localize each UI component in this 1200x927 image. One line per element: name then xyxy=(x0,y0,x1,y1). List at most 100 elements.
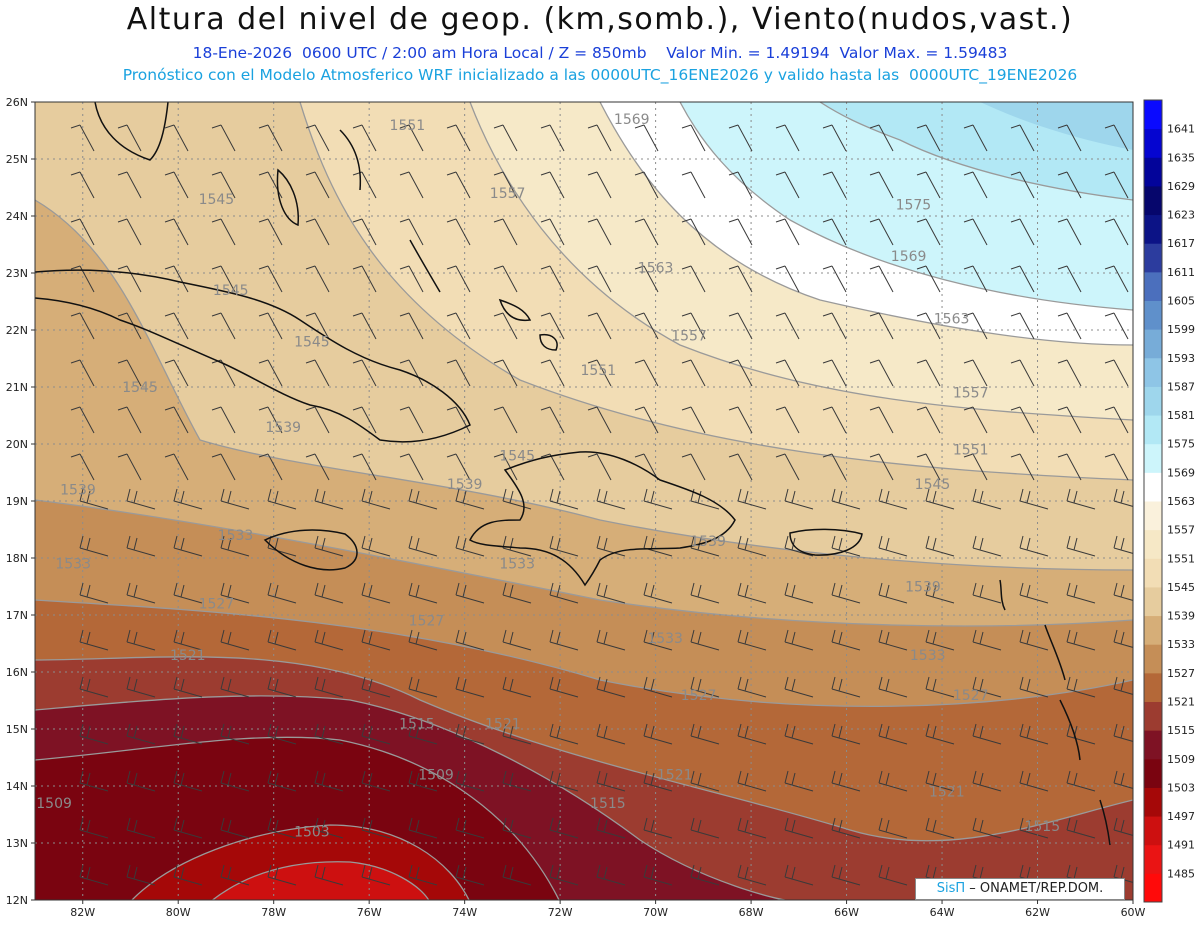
latitude-tick-label: 17N xyxy=(6,609,28,622)
wind-barb xyxy=(775,453,800,481)
wind-barb xyxy=(681,359,706,387)
wind-barb xyxy=(220,582,250,604)
wind-barb xyxy=(1010,406,1035,434)
wind-barb xyxy=(117,218,142,246)
contour-label: 1569 xyxy=(614,112,650,128)
wind-barb xyxy=(164,218,189,246)
wind-barb xyxy=(596,535,626,557)
hispaniola-coastline xyxy=(469,451,736,587)
wind-barb xyxy=(117,171,142,199)
wind-barb xyxy=(117,359,142,387)
wind-barb xyxy=(540,312,565,340)
wind-barb xyxy=(784,864,814,886)
wind-barb xyxy=(690,582,720,604)
wind-barb xyxy=(267,864,297,886)
wind-barb xyxy=(775,218,800,246)
latitude-tick-label: 16N xyxy=(6,666,28,679)
wind-barb xyxy=(916,171,941,199)
colorbar-tick-label: 1563 xyxy=(1167,495,1195,508)
wind-barb xyxy=(399,218,424,246)
wind-barb xyxy=(314,770,344,792)
wind-barb xyxy=(822,218,847,246)
wind-barb xyxy=(164,312,189,340)
contour-label: 1545 xyxy=(499,448,535,464)
wind-barb xyxy=(869,406,894,434)
latitude-tick-label: 18N xyxy=(6,552,28,565)
great-inagua-coastline xyxy=(498,298,532,322)
wind-barb xyxy=(972,770,1002,792)
wind-barb xyxy=(1113,582,1133,601)
colorbar-tick-label: 1629 xyxy=(1167,180,1195,193)
contour-label: 1557 xyxy=(671,329,707,345)
longitude-tick-label: 70W xyxy=(643,906,668,919)
wind-barb xyxy=(587,218,612,246)
wind-barb xyxy=(1057,453,1082,481)
wind-barb xyxy=(173,676,203,698)
contour-label: 1575 xyxy=(896,198,932,214)
contour-label: 1521 xyxy=(485,716,521,732)
wind-barb xyxy=(455,629,485,651)
colorbar-tick-label: 1491 xyxy=(1167,839,1195,852)
wind-barb xyxy=(493,124,518,152)
credit-org: – ONAMET/REP.DOM. xyxy=(969,881,1104,896)
colorbar-swatch xyxy=(1144,644,1162,674)
wind-barb xyxy=(540,265,565,293)
latitude-tick-label: 24N xyxy=(6,210,28,223)
wind-barb xyxy=(164,124,189,152)
longitude-tick-label: 68W xyxy=(739,906,764,919)
jamaica-coastline xyxy=(263,529,358,571)
wind-barb xyxy=(1019,488,1049,510)
wind-barb xyxy=(925,535,955,557)
wind-barb xyxy=(361,535,391,557)
wind-barb xyxy=(164,171,189,199)
wind-barb xyxy=(737,488,767,510)
wind-barb xyxy=(446,218,471,246)
wind-barb xyxy=(549,770,579,792)
wind-barb xyxy=(258,453,283,481)
colorbar-swatch xyxy=(1144,730,1162,760)
wind-barb xyxy=(352,406,377,434)
wind-barb xyxy=(728,453,753,481)
wind-barb xyxy=(587,124,612,152)
wind-barb xyxy=(784,488,814,510)
wind-barb xyxy=(258,406,283,434)
wind-barb xyxy=(681,406,706,434)
wind-barb xyxy=(1113,770,1133,789)
wind-barb xyxy=(596,723,626,745)
wind-barb xyxy=(634,265,659,293)
contour-label: 1551 xyxy=(390,118,426,134)
wind-barb xyxy=(79,770,109,792)
colorbar-swatch xyxy=(1144,873,1162,903)
wind-barb xyxy=(211,312,236,340)
wind-barb xyxy=(1057,265,1082,293)
colorbar-swatch xyxy=(1144,672,1162,702)
latitude-tick-label: 21N xyxy=(6,381,28,394)
wind-barb xyxy=(690,488,720,510)
wind-barb xyxy=(643,770,673,792)
wind-barb xyxy=(211,171,236,199)
wind-barb xyxy=(408,535,438,557)
latitude-tick-label: 14N xyxy=(6,780,28,793)
wind-barb xyxy=(925,770,955,792)
colorbar-swatch xyxy=(1144,844,1162,874)
wind-barb xyxy=(681,312,706,340)
wind-barb xyxy=(1104,312,1129,340)
wind-barb xyxy=(173,770,203,792)
wind-barb xyxy=(267,723,297,745)
wind-barb xyxy=(455,488,485,510)
wind-barb xyxy=(1019,535,1049,557)
contour-label: 1539 xyxy=(905,580,941,596)
colorbar-frame xyxy=(1143,99,1163,903)
wind-barb xyxy=(737,864,767,886)
contour-label: 1503 xyxy=(294,825,330,841)
wind-barb xyxy=(784,723,814,745)
colorbar-swatch xyxy=(1144,558,1162,588)
wind-barb xyxy=(446,265,471,293)
wind-barb xyxy=(972,582,1002,604)
latitude-tick-label: 26N xyxy=(6,96,28,109)
wind-barb xyxy=(1113,535,1133,554)
wind-barb xyxy=(737,629,767,651)
wind-barb xyxy=(728,359,753,387)
wind-barb xyxy=(681,124,706,152)
map-subtitle-time-range: 18-Ene-2026 0600 UTC / 2:00 am Hora Loca… xyxy=(192,44,1008,62)
